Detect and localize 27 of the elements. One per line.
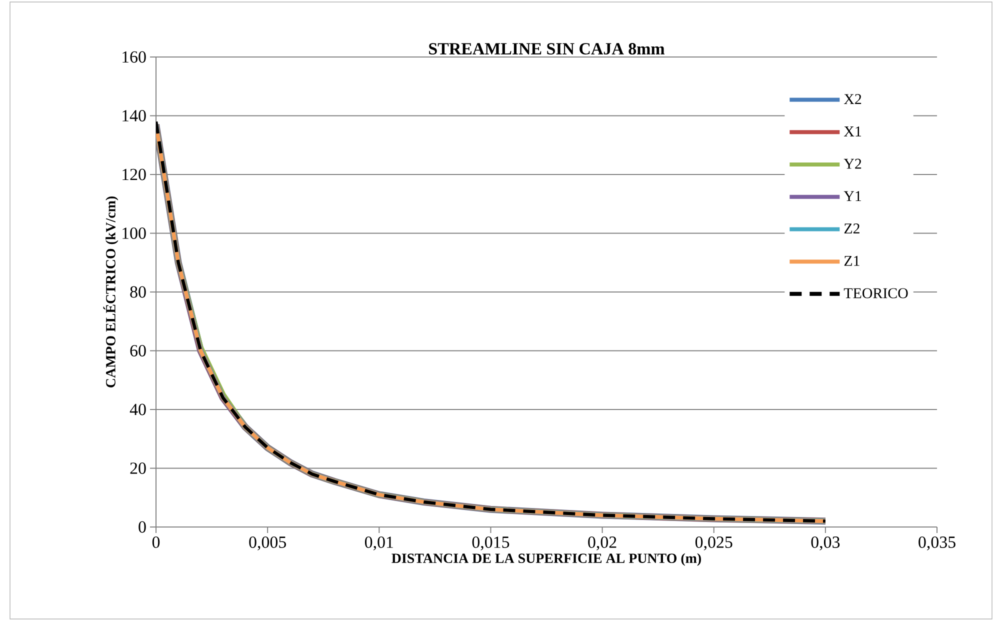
y-tick-label: 80 (130, 286, 146, 298)
y-tick-label: 60 (130, 345, 146, 356)
x-tick-label: 0,01 (364, 536, 393, 550)
y-tick-label: 100 (122, 228, 146, 239)
y-tick-label: 20 (130, 462, 146, 474)
x-tick-label: 0 (152, 536, 160, 548)
legend-label: Z1 (844, 256, 860, 266)
x-tick-label: 0,015 (472, 536, 510, 550)
legend-label: Z2 (844, 224, 860, 234)
y-axis-title: CAMPO ELÉCTRICO (kV/cm) (103, 196, 118, 388)
x-tick-label: 0,025 (695, 536, 732, 550)
x-axis-title: DISTANCIA DE LA SUPERFICIE AL PUNTO (m) (392, 553, 701, 566)
y-tick-label: 40 (130, 404, 146, 416)
legend-label: Y2 (844, 158, 862, 169)
legend-label: TEORICO (844, 288, 908, 298)
x-tick-label: 0,035 (918, 536, 956, 550)
x-tick-label: 0,005 (249, 536, 286, 550)
legend-label: Y1 (844, 191, 862, 202)
chart-title: STREAMLINE SIN CAJA 8mm (429, 43, 665, 54)
y-tick-label: 140 (122, 110, 146, 122)
y-tick-label: 120 (122, 168, 146, 180)
y-tick-label: 160 (122, 51, 146, 63)
legend-label: X1 (844, 126, 862, 136)
legend-label: X2 (844, 94, 862, 104)
y-tick-label: 0 (138, 521, 146, 533)
x-tick-label: 0,02 (588, 536, 616, 550)
x-tick-label: 0,03 (811, 536, 840, 550)
